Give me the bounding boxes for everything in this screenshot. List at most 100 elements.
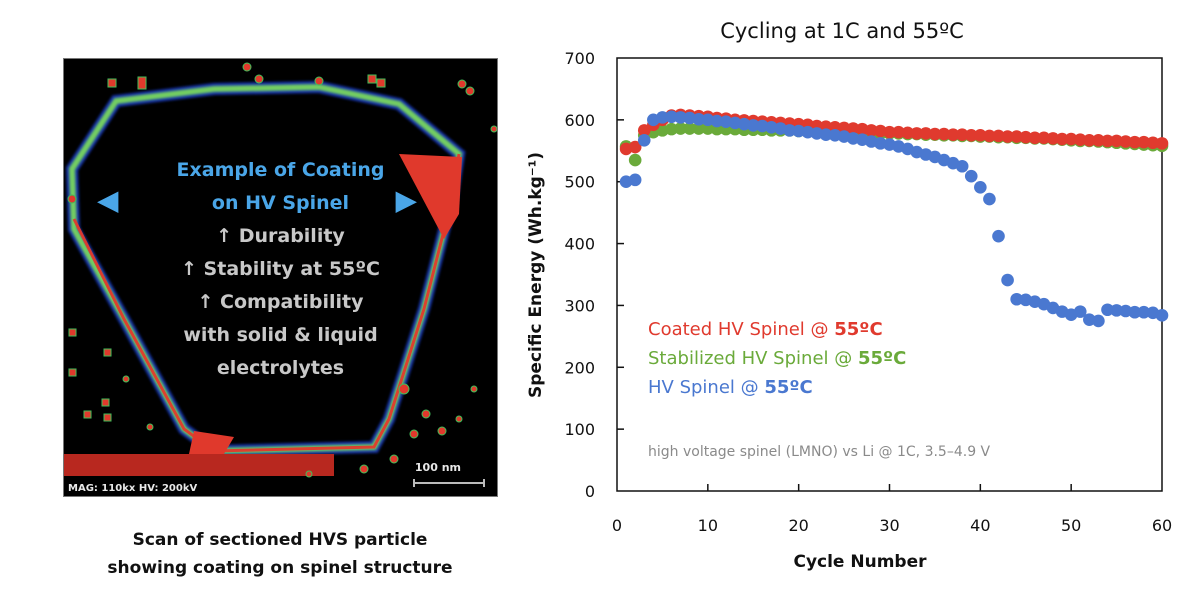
y-tick-label: 500 [564, 173, 595, 192]
data-point [910, 127, 924, 140]
data-point [783, 124, 796, 137]
data-point [883, 125, 896, 139]
data-point [1128, 135, 1142, 149]
data-point [674, 111, 687, 124]
data-point [846, 122, 860, 135]
coating-benefits-list: ↑ Durability ↑ Stability at 55ºC ↑ Compa… [64, 220, 497, 385]
benefit-item: ↑ Durability [216, 225, 345, 247]
data-point [865, 124, 878, 137]
data-point [1001, 273, 1014, 287]
data-point [919, 127, 933, 140]
legend: Coated HV Spinel @ 55ºC Stabilized HV Spi… [648, 319, 906, 398]
data-point [1137, 305, 1151, 319]
data-point [937, 127, 951, 141]
data-point [1055, 132, 1069, 146]
y-tick-label: 200 [564, 358, 595, 377]
data-point [665, 122, 678, 136]
red-deposit-bottom [189, 431, 234, 454]
y-tick-label: 400 [564, 235, 595, 254]
arrow-right-icon: ▶ [396, 185, 416, 215]
data-point [1092, 133, 1105, 147]
benefit-item: ↑ Compatibility [197, 291, 364, 313]
data-point [628, 173, 642, 187]
data-point [1037, 131, 1051, 145]
x-tick-label: 40 [970, 516, 990, 535]
data-point [1101, 134, 1114, 148]
data-point [1119, 135, 1132, 148]
substrate-band [64, 454, 334, 476]
y-axis: 0 100 200 300 400 500 600 700 [564, 49, 624, 501]
x-tick-label: 10 [698, 516, 718, 535]
data-point [1101, 303, 1114, 317]
data-point [1028, 131, 1042, 145]
data-point [656, 111, 669, 124]
data-point [1092, 314, 1105, 328]
data-point [1083, 133, 1096, 147]
data-point [946, 128, 960, 142]
data-point [964, 169, 978, 183]
data-point [746, 119, 760, 132]
series-hv-spinel-55-c [619, 110, 1169, 328]
data-point [637, 124, 651, 137]
x-axis: 0 10 20 30 40 50 60 [612, 484, 1172, 535]
data-point [692, 122, 706, 135]
data-point [955, 159, 969, 173]
data-point [1137, 135, 1151, 149]
y-tick-label: 100 [564, 420, 595, 439]
image-caption: Scan of sectioned HVS particle showing c… [60, 526, 500, 582]
data-point [892, 125, 905, 139]
data-point [901, 126, 914, 140]
data-point [1019, 130, 1033, 144]
data-point [1046, 132, 1060, 145]
y-tick-label: 300 [564, 296, 595, 315]
arrow-left-icon: ◀ [98, 185, 118, 215]
callout-title-line: Example of Coating [176, 159, 385, 181]
legend-entry: Stabilized HV Spinel @ 55ºC [648, 348, 906, 369]
x-tick-label: 50 [1061, 516, 1081, 535]
data-point [974, 129, 987, 142]
y-tick-label: 600 [564, 111, 595, 130]
data-point [1155, 137, 1169, 150]
data-point [928, 127, 942, 141]
data-point [1073, 133, 1087, 146]
data-point [983, 129, 996, 143]
data-point [1073, 305, 1087, 318]
data-point [983, 192, 996, 206]
x-tick-label: 60 [1152, 516, 1172, 535]
scattered-particles [67, 62, 497, 478]
data-point [1010, 292, 1023, 306]
caption-line: showing coating on spinel structure [107, 558, 453, 578]
legend-entry: HV Spinel @ 55ºC [648, 377, 813, 398]
benefit-item: ↑ Stability at 55ºC [181, 258, 380, 280]
data-point [964, 129, 978, 142]
data-point [665, 110, 678, 124]
benefit-item: electrolytes [216, 357, 345, 379]
red-deposit-right [399, 154, 462, 239]
data-point [628, 140, 642, 154]
data-point [1128, 305, 1142, 319]
data-point [1155, 309, 1169, 322]
callout-title-line: on HV Spinel [211, 192, 350, 214]
data-point [992, 129, 1005, 143]
y-tick-label: 700 [564, 49, 595, 68]
x-tick-label: 0 [612, 516, 622, 535]
data-point [674, 122, 687, 135]
x-axis-title: Cycle Number [793, 552, 927, 572]
data-point [1146, 136, 1160, 150]
data-point [974, 180, 987, 194]
data-point [1010, 130, 1023, 143]
data-point [692, 112, 706, 126]
scale-bar-label: 100 nm [414, 461, 461, 474]
coating-callout-title: Example of Coating on HV Spinel [64, 154, 497, 220]
magnification-label: MAG: 110kx HV: 200kV [68, 483, 198, 494]
chart-annotation: high voltage spinel (LMNO) vs Li @ 1C, 3… [648, 444, 991, 460]
data-point [992, 229, 1005, 243]
data-point [701, 122, 715, 135]
data-point [955, 128, 969, 142]
sem-particle-image [64, 62, 497, 478]
data-point [1064, 132, 1078, 146]
data-point [628, 153, 642, 167]
data-points [619, 108, 1169, 328]
sem-image-panel: ◀ ▶ Example of Coating on HV Spinel ↑ Du… [63, 58, 498, 497]
